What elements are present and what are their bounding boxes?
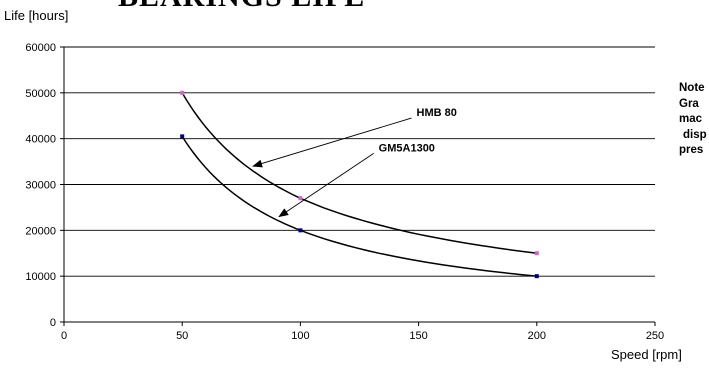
x-tick-label: 100 — [291, 330, 309, 342]
x-tick-label: 0 — [61, 330, 67, 342]
axes: 0 10000 20000 30000 40000 50000 60000 0 50 100 150… — [25, 42, 664, 342]
y-axis-label: Life [hours] — [4, 8, 69, 23]
y-tick-label: 60000 — [25, 42, 56, 54]
annotation-arrow — [278, 152, 374, 218]
annotation-label: HMB 80 — [417, 107, 457, 119]
series-lines — [180, 90, 539, 279]
x-tick-label: 150 — [409, 330, 427, 342]
y-tick-label: 10000 — [25, 271, 56, 283]
y-tick-label: 0 — [50, 317, 56, 329]
note-line: mac — [679, 113, 703, 125]
data-point — [180, 134, 185, 139]
data-point — [298, 196, 303, 201]
grid-lines — [64, 46, 655, 277]
y-tick-label: 40000 — [25, 134, 56, 146]
side-note: Note Gra mac disp pres — [679, 81, 709, 159]
annotation-label: GM5A1300 — [379, 142, 435, 154]
note-line: Note — [679, 82, 705, 94]
y-tick-label: 20000 — [25, 225, 56, 237]
annotation-arrow — [252, 117, 412, 168]
data-point — [534, 274, 539, 279]
x-tick-label: 200 — [528, 330, 546, 342]
note-line: Gra — [679, 97, 699, 110]
note-line: pres — [679, 144, 704, 156]
y-tick-label: 30000 — [25, 180, 56, 192]
x-axis-label: Speed [rpm] — [611, 347, 682, 362]
chart-title: BEARINGS LIFE — [118, 0, 365, 14]
x-tick-label: 250 — [646, 330, 664, 342]
data-point — [298, 228, 303, 233]
note-line: disp — [683, 128, 707, 141]
data-point — [180, 90, 185, 95]
x-tick-label: 50 — [176, 330, 188, 342]
y-tick-label: 50000 — [25, 88, 56, 100]
data-point — [534, 251, 539, 256]
series-line — [181, 92, 537, 255]
annotations: HMB 80 GM5A1300 — [252, 107, 457, 218]
